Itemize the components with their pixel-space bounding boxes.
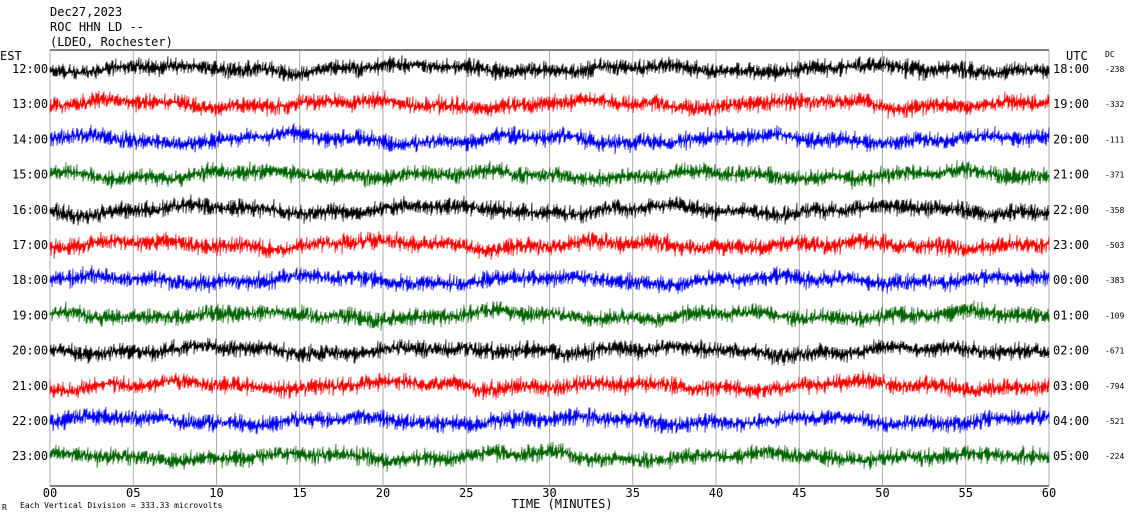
x-tick-label: 25 [459,486,473,500]
grid-lines [49,49,1050,487]
dc-offset-label: -109 [1105,311,1124,320]
dc-header-label: DC [1105,50,1115,59]
est-hour-label: 16:00 [12,203,48,217]
trace-line [49,300,1050,331]
dc-offset-label: -332 [1105,100,1124,109]
trace-line [49,441,1050,472]
x-tick-label: 00 [43,486,57,500]
corner-mark: R [2,503,7,512]
est-hour-label: 12:00 [12,62,48,76]
x-tick-label: 05 [126,486,140,500]
utc-hour-label: 00:00 [1053,273,1089,287]
seismic-traces [49,55,1050,472]
est-hour-label: 22:00 [12,414,48,428]
trace-line [49,194,1050,226]
est-hour-label: 20:00 [12,344,48,358]
trace-line [49,370,1050,401]
trace-line [49,231,1050,260]
x-tick-label: 40 [709,486,723,500]
scale-note: Each Vertical Division = 333.33 microvol… [20,501,222,510]
dc-offset-label: -383 [1105,276,1124,285]
est-hour-label: 18:00 [12,273,48,287]
trace-line [49,337,1050,366]
x-tick-label: 35 [626,486,640,500]
x-tick-label: 30 [542,486,556,500]
utc-hour-label: 19:00 [1053,97,1089,111]
trace-line [49,122,1050,155]
x-axis-ticks: 00 05 10 15 20 25 30 35 40 45 50 55 60 [43,486,1056,500]
est-hour-label: 13:00 [12,97,48,111]
dc-offset-label: -521 [1105,417,1124,426]
station-network: (LDEO, Rochester) [50,35,173,49]
x-tick-label: 20 [376,486,390,500]
dc-offset-label: -503 [1105,241,1124,250]
trace-line [49,265,1050,295]
est-hour-label: 21:00 [12,379,48,393]
x-tick-label: 15 [293,486,307,500]
dc-offset-label: -238 [1105,65,1124,74]
utc-hour-label: 01:00 [1053,308,1089,322]
utc-hour-label: 04:00 [1053,414,1089,428]
dc-offset-label: -794 [1105,382,1124,391]
dc-offset-label: -671 [1105,347,1124,356]
est-hour-label: 14:00 [12,132,48,146]
left-timezone-label: EST [0,49,22,63]
est-hour-label: 23:00 [12,449,48,463]
dc-offset-label: -111 [1105,135,1124,144]
est-hour-label: 15:00 [12,168,48,182]
dc-offset-label: -358 [1105,206,1124,215]
utc-hour-label: 20:00 [1053,132,1089,146]
station-code: ROC HHN LD -- [50,20,144,34]
x-tick-label: 45 [792,486,806,500]
right-timezone-label: UTC [1066,49,1088,63]
utc-hour-label: 22:00 [1053,203,1089,217]
dc-offset-label: -224 [1105,452,1124,461]
trace-line [49,90,1050,119]
utc-hour-label: 03:00 [1053,379,1089,393]
utc-hour-label: 18:00 [1053,62,1089,76]
utc-hour-label: 05:00 [1053,449,1089,463]
row-labels: 12:00 18:00 -238 13:00 19:00 -332 14:00 20:00 -1… [12,62,1124,463]
x-tick-label: 10 [209,486,223,500]
trace-line [49,160,1050,190]
x-axis-title: TIME (MINUTES) [511,497,612,511]
est-hour-label: 17:00 [12,238,48,252]
est-hour-label: 19:00 [12,308,48,322]
trace-line [49,55,1050,82]
x-tick-label: 50 [875,486,889,500]
x-tick-label: 60 [1042,486,1056,500]
dc-offset-label: -371 [1105,171,1124,180]
utc-hour-label: 02:00 [1053,344,1089,358]
trace-line [49,406,1050,435]
x-tick-label: 55 [959,486,973,500]
utc-hour-label: 21:00 [1053,168,1089,182]
record-date: Dec27,2023 [50,5,122,19]
utc-hour-label: 23:00 [1053,238,1089,252]
